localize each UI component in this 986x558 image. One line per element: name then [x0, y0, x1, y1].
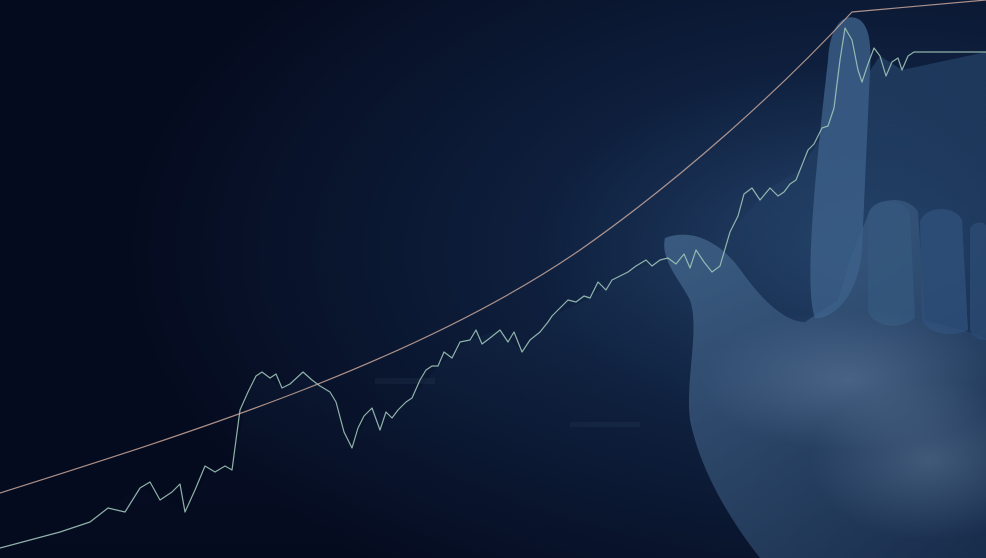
blur-streak	[375, 378, 435, 384]
trend-chart-icon	[0, 27, 986, 549]
ring-finger	[920, 208, 968, 335]
exponential-curve	[0, 0, 986, 494]
blur-streak	[570, 422, 640, 427]
index-finger	[810, 17, 871, 319]
middle-finger	[868, 201, 915, 326]
pinky-finger	[970, 222, 986, 340]
mist	[810, 380, 986, 540]
